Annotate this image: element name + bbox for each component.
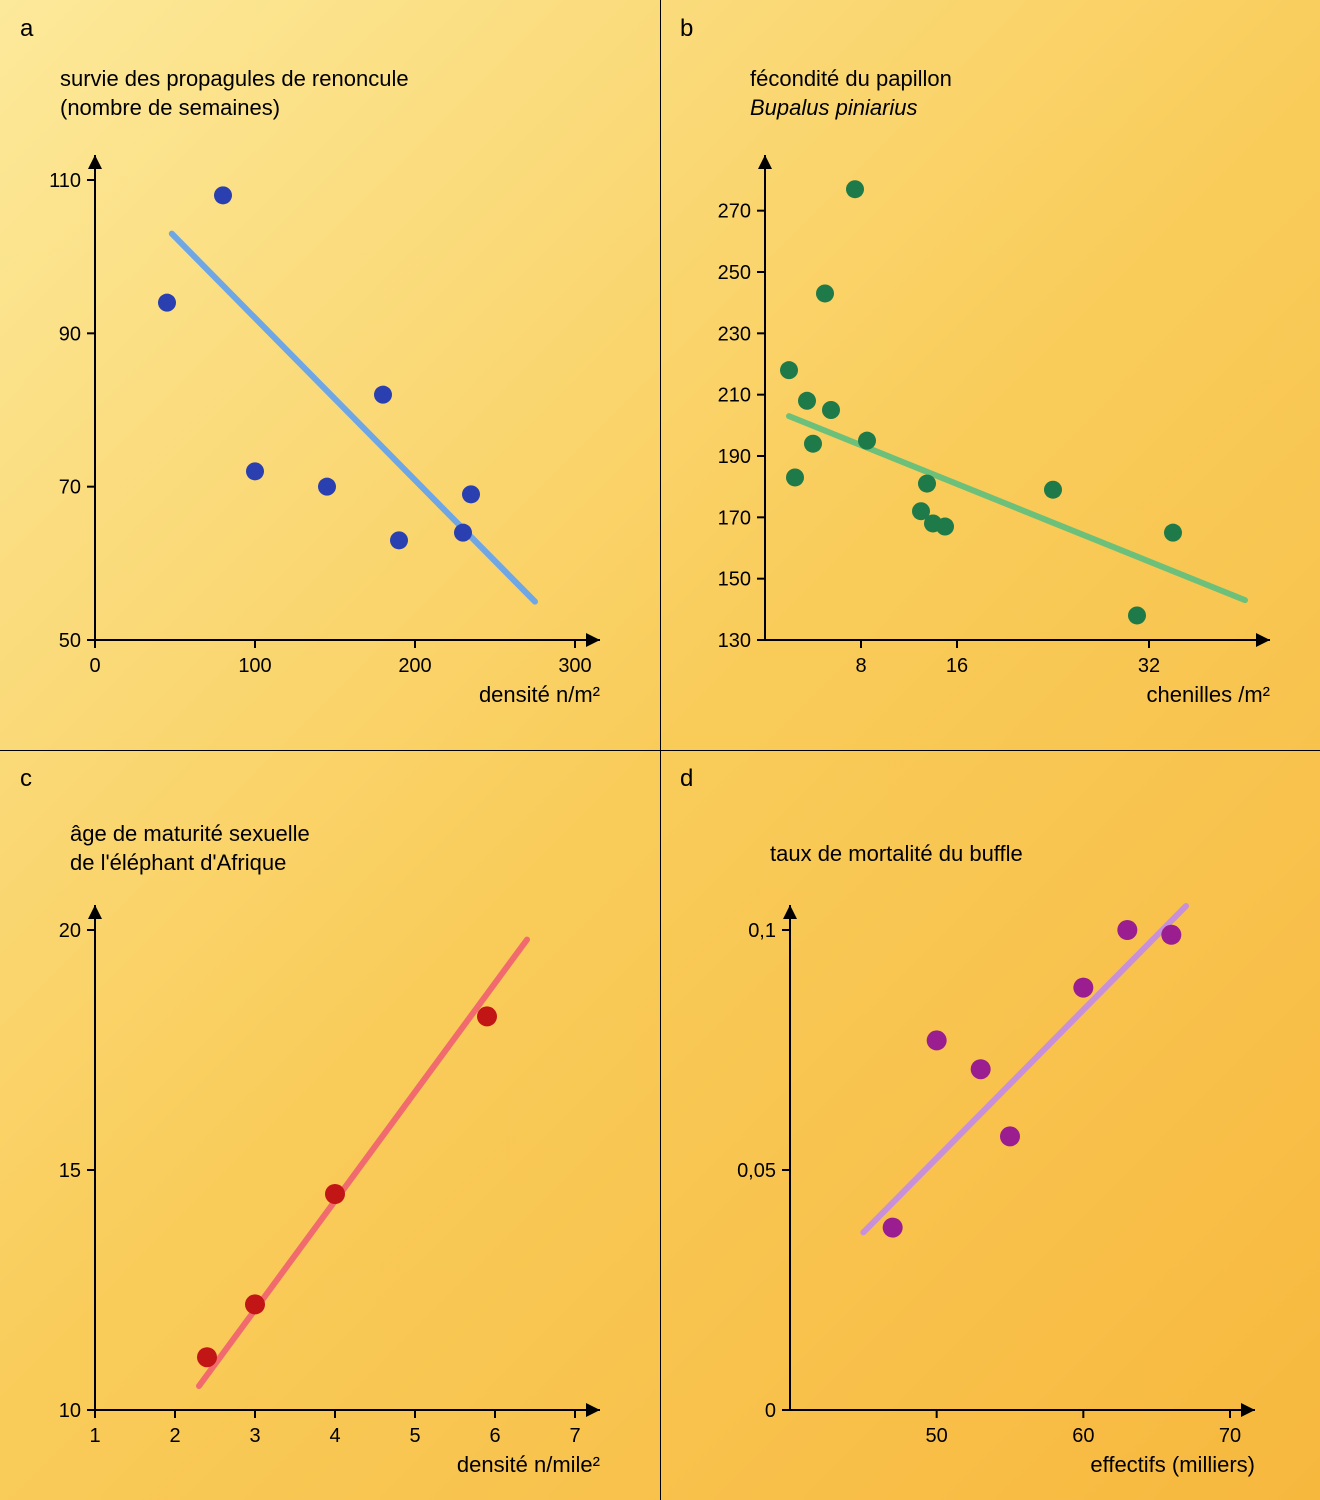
plot-c: 1 2 3 4 5 6 7 10 15 20 densité n/mile² bbox=[0, 750, 660, 1500]
svg-text:1: 1 bbox=[89, 1425, 100, 1447]
panel-c: c âge de maturité sexuelle de l'éléphant… bbox=[0, 750, 660, 1500]
svg-text:100: 100 bbox=[238, 655, 271, 677]
svg-text:15: 15 bbox=[59, 1160, 81, 1182]
svg-text:0,05: 0,05 bbox=[737, 1160, 776, 1182]
chart-grid: a survie des propagules de renoncule (no… bbox=[0, 0, 1320, 1500]
svg-text:200: 200 bbox=[398, 655, 431, 677]
svg-text:230: 230 bbox=[718, 323, 751, 345]
svg-text:250: 250 bbox=[718, 262, 751, 284]
svg-text:60: 60 bbox=[1072, 1425, 1094, 1447]
plot-b: 8 16 32 130 150 170 190 210 230 250 270 chenilles /… bbox=[660, 0, 1320, 750]
svg-text:0: 0 bbox=[89, 655, 100, 677]
svg-text:300: 300 bbox=[558, 655, 591, 677]
svg-text:densité n/mile²: densité n/mile² bbox=[457, 1452, 600, 1477]
svg-text:110: 110 bbox=[49, 170, 81, 192]
svg-text:150: 150 bbox=[718, 569, 751, 591]
svg-text:0: 0 bbox=[765, 1400, 776, 1422]
svg-text:32: 32 bbox=[1138, 655, 1160, 677]
svg-text:170: 170 bbox=[718, 507, 751, 529]
svg-text:130: 130 bbox=[718, 630, 751, 652]
svg-text:10: 10 bbox=[59, 1400, 81, 1422]
svg-text:chenilles /m²: chenilles /m² bbox=[1147, 682, 1270, 707]
svg-text:70: 70 bbox=[1219, 1425, 1241, 1447]
panel-d: d taux de mortalité du buffle 50607000,0… bbox=[660, 750, 1320, 1500]
svg-text:50: 50 bbox=[926, 1425, 948, 1447]
svg-text:5: 5 bbox=[409, 1425, 420, 1447]
svg-text:3: 3 bbox=[249, 1425, 260, 1447]
svg-text:0,1: 0,1 bbox=[748, 920, 776, 942]
svg-text:8: 8 bbox=[855, 655, 866, 677]
plot-a: 0 100 200 300 50 70 90 110 densité n/m² bbox=[0, 0, 660, 750]
plot-d: 50 60 70 0 0,05 0,1 effectifs (milliers) bbox=[660, 750, 1320, 1500]
panel-a: a survie des propagules de renoncule (no… bbox=[0, 0, 660, 750]
svg-text:50: 50 bbox=[59, 630, 81, 652]
svg-text:16: 16 bbox=[946, 655, 968, 677]
svg-text:7: 7 bbox=[569, 1425, 580, 1447]
svg-text:2: 2 bbox=[169, 1425, 180, 1447]
svg-text:70: 70 bbox=[59, 477, 81, 499]
svg-text:densité n/m²: densité n/m² bbox=[479, 682, 600, 707]
svg-text:6: 6 bbox=[489, 1425, 500, 1447]
svg-text:190: 190 bbox=[718, 446, 751, 468]
svg-text:270: 270 bbox=[718, 201, 751, 223]
svg-text:4: 4 bbox=[329, 1425, 340, 1447]
svg-text:20: 20 bbox=[59, 920, 81, 942]
svg-text:210: 210 bbox=[718, 385, 751, 407]
panel-b: b fécondité du papillon Bupalus piniariu… bbox=[660, 0, 1320, 750]
svg-text:90: 90 bbox=[59, 323, 81, 345]
svg-text:effectifs (milliers): effectifs (milliers) bbox=[1090, 1452, 1255, 1477]
